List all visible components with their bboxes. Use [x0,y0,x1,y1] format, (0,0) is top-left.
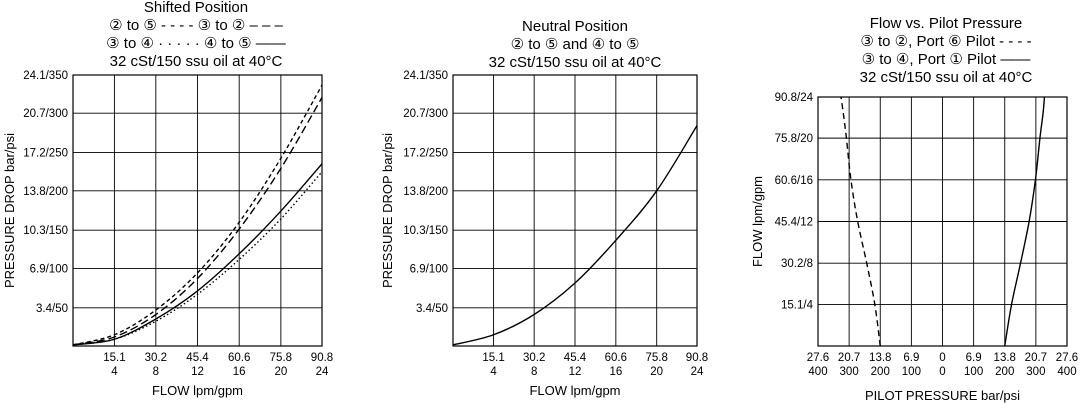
y-tick-label: 45.4/12 [775,217,813,229]
y-axis-label: PRESSURE DROP bar/psi [380,133,395,288]
x-tick-label: 13.8 [869,352,891,364]
x-axis-label: PILOT PRESSURE bar/psi [865,388,1020,403]
y-tick-label: 15.1/4 [781,300,814,312]
x-tick-label: 90.8 [686,352,708,364]
series-line-1 [452,125,698,346]
x-tick-label: 20.7 [1025,352,1047,364]
chart-title-line: Flow vs. Pilot Pressure [870,15,1023,32]
series-line-2 [1004,96,1046,347]
y-axis-label: FLOW lpm/gpm [750,176,765,267]
series-line-4 [72,163,323,346]
x-tick-label: 15.1 [103,352,125,364]
series-line-1 [72,84,323,346]
y-tick-label: 30.2/8 [781,258,813,270]
x-tick-label: 0 [939,352,945,364]
y-tick-label: 17.2/250 [403,148,448,160]
x-axis-label: FLOW lpm/gpm [529,383,620,398]
chart-title-line: ② to ⑤ and ④ to ⑤ [511,36,640,53]
x-tick-sublabel: 400 [808,366,827,378]
x-tick-label: 13.8 [994,352,1016,364]
x-tick-label: 45.4 [186,352,209,364]
x-tick-sublabel: 8 [531,366,537,378]
chart-title-line: ③ to ④ · · · · · ④ to ⑤ —— [106,35,286,52]
x-tick-sublabel: 12 [569,366,582,378]
x-tick-sublabel: 4 [111,366,118,378]
chart-title-line: Shifted Position [144,0,248,16]
y-tick-label: 10.3/150 [403,225,448,237]
y-tick-label: 20.7/300 [403,108,448,120]
chart-title-line: 32 cSt/150 ssu oil at 40°C [110,53,283,70]
x-tick-label: 30.2 [145,352,167,364]
x-tick-sublabel: 8 [153,366,159,378]
x-tick-label: 20.7 [838,352,860,364]
x-tick-sublabel: 300 [1026,366,1045,378]
x-tick-label: 27.6 [1056,352,1078,364]
chart-title-line: ③ to ②, Port ⑥ Pilot - - - - [860,33,1031,50]
series-line-2 [72,97,323,346]
x-tick-label: 75.8 [270,352,292,364]
x-axis-label: FLOW lpm/gpm [152,383,243,398]
x-tick-sublabel: 24 [691,366,704,378]
series-line-3 [72,171,323,346]
y-tick-label: 3.4/50 [36,303,68,315]
x-tick-sublabel: 200 [995,366,1014,378]
chart-title-line: Neutral Position [522,18,628,35]
x-tick-sublabel: 100 [964,366,983,378]
y-tick-label: 6.9/100 [410,263,448,275]
x-tick-sublabel: 12 [191,366,204,378]
x-tick-sublabel: 16 [609,366,622,378]
x-tick-label: 6.9 [903,352,919,364]
chart-title-line: ③ to ④, Port ① Pilot —— [862,51,1031,68]
x-tick-sublabel: 100 [902,366,921,378]
series-line-1 [840,96,881,347]
x-tick-sublabel: 20 [274,366,287,378]
x-tick-sublabel: 300 [840,366,859,378]
y-tick-label: 24.1/350 [23,70,68,82]
y-tick-label: 24.1/350 [403,70,448,82]
y-tick-label: 10.3/150 [23,225,68,237]
x-tick-sublabel: 4 [490,366,497,378]
x-tick-sublabel: 400 [1057,366,1076,378]
y-tick-label: 17.2/250 [23,148,68,160]
chart-title-line: 32 cSt/150 ssu oil at 40°C [860,69,1033,86]
x-tick-label: 6.9 [966,352,982,364]
y-tick-label: 3.4/50 [416,303,448,315]
y-tick-label: 13.8/200 [403,186,448,198]
x-tick-sublabel: 24 [316,366,329,378]
x-tick-sublabel: 20 [650,366,663,378]
y-tick-label: 13.8/200 [23,186,68,198]
y-tick-label: 60.6/16 [775,175,813,187]
x-tick-sublabel: 16 [233,366,246,378]
y-tick-label: 6.9/100 [30,263,68,275]
x-tick-label: 60.6 [605,352,627,364]
x-tick-label: 15.1 [482,352,504,364]
chart-title-line: 32 cSt/150 ssu oil at 40°C [489,54,662,71]
x-tick-label: 45.4 [564,352,587,364]
x-tick-label: 75.8 [645,352,667,364]
x-tick-label: 30.2 [523,352,545,364]
y-tick-label: 20.7/300 [23,108,68,120]
y-tick-label: 75.8/20 [775,133,813,145]
x-tick-label: 27.6 [807,352,829,364]
chart-title-line: ② to ⑤ - - - - ③ to ② – – – [109,17,283,34]
y-tick-label: 90.8/24 [775,92,814,104]
y-axis-label: PRESSURE DROP bar/psi [2,133,17,288]
x-tick-sublabel: 0 [939,366,945,378]
x-tick-label: 90.8 [311,352,333,364]
x-tick-label: 60.6 [228,352,250,364]
x-tick-sublabel: 200 [871,366,890,378]
